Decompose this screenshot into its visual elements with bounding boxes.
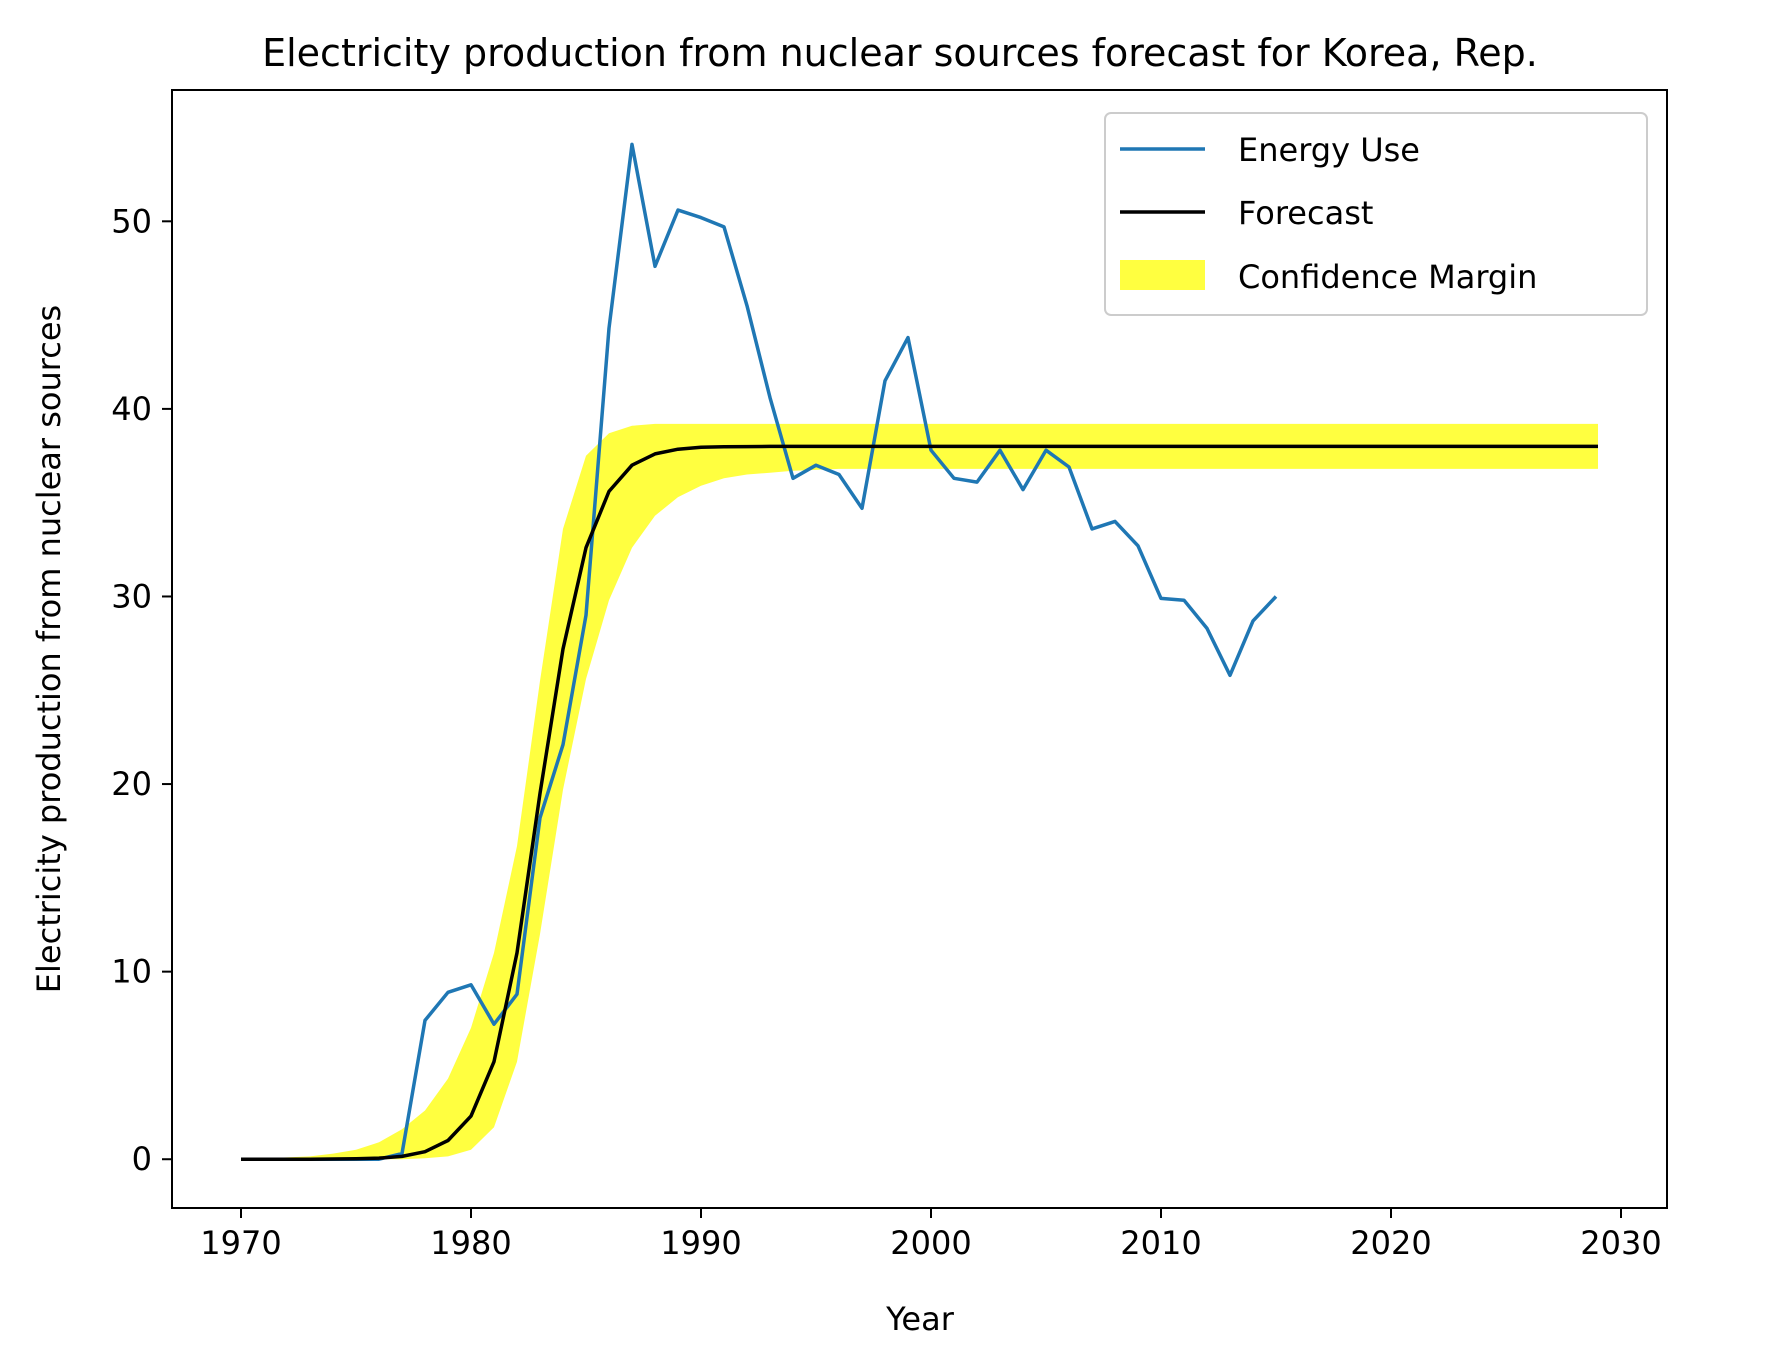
x-tick-label: 1990 [660,1224,741,1262]
x-tick-label: 2000 [890,1224,971,1262]
legend-energy-use-label: Energy Use [1238,131,1420,169]
legend-forecast-label: Forecast [1238,194,1373,232]
axes-frame [171,89,1668,1209]
legend-confidence-margin-label: Confidence Margin [1238,258,1537,296]
y-tick-label: 20 [111,765,152,803]
x-tick-label: 1980 [430,1224,511,1262]
forecast-line [241,444,1598,1161]
plot-area [171,89,1668,1209]
legend: Energy Use Forecast Confidence Margin [1104,112,1648,316]
y-tick-label: 10 [111,953,152,991]
y-tick-label: 0 [132,1140,152,1178]
energy-use-line [241,142,1278,1161]
x-axis-ticks: 1970 1980 1990 2000 2010 2020 2030 [200,1208,1662,1262]
x-axis-label: Year [885,1300,955,1338]
x-tick-label: 2010 [1120,1224,1201,1262]
y-axis-label: Electricity production from nuclear sour… [30,305,68,993]
legend-confidence-margin-swatch [1120,260,1205,290]
confidence-margin-band [241,423,1598,1160]
legend-box [1104,112,1648,316]
y-tick-label: 30 [111,577,152,615]
y-tick-label: 40 [111,390,152,428]
x-tick-label: 2020 [1350,1224,1431,1262]
x-tick-label: 2030 [1580,1224,1661,1262]
chart-title: Electricity production from nuclear sour… [262,31,1538,75]
y-tick-label: 50 [111,202,152,240]
y-axis-ticks: 0 10 20 30 40 50 [111,202,172,1178]
x-tick-label: 1970 [200,1224,281,1262]
